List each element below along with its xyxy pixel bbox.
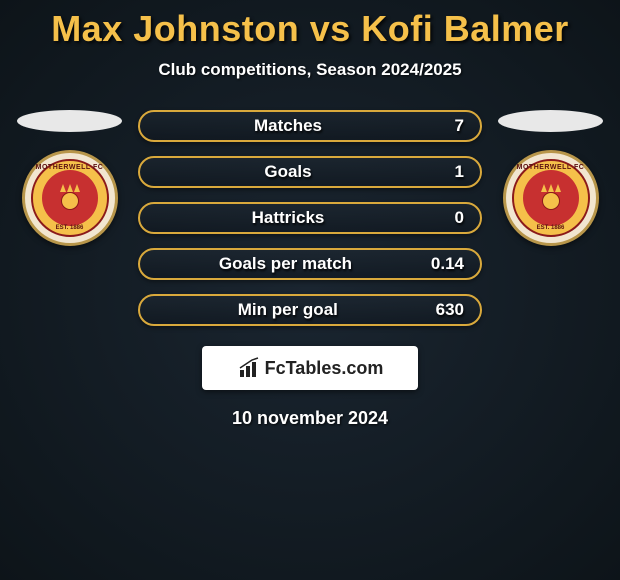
stat-value: 7: [436, 116, 480, 136]
stat-label: Hattricks: [140, 208, 436, 228]
left-club-badge: MOTHERWELL FC EST. 1886: [22, 150, 118, 246]
stats-column: Matches 7 Goals 1 Hattricks 0 Goals per …: [138, 110, 482, 326]
badge-trees-icon: [541, 184, 561, 192]
left-column: MOTHERWELL FC EST. 1886: [17, 110, 122, 246]
stat-value: 630: [436, 300, 480, 320]
badge-center: [42, 170, 98, 226]
badge-club-name: MOTHERWELL FC: [33, 164, 107, 171]
source-logo-text: FcTables.com: [265, 358, 384, 379]
badge-ring: MOTHERWELL FC EST. 1886: [512, 159, 590, 237]
page-title: Max Johnston vs Kofi Balmer: [0, 8, 620, 50]
badge-ball-icon: [61, 192, 79, 210]
stat-bar-goals: Goals 1: [138, 156, 482, 188]
content-row: MOTHERWELL FC EST. 1886 Matches 7 Goals: [0, 110, 620, 326]
badge-ball-icon: [542, 192, 560, 210]
stat-value: 1: [436, 162, 480, 182]
stat-value: 0: [436, 208, 480, 228]
stat-bar-hattricks: Hattricks 0: [138, 202, 482, 234]
date-text: 10 november 2024: [0, 408, 620, 429]
badge-trees-icon: [60, 184, 80, 192]
stat-bar-min-per-goal: Min per goal 630: [138, 294, 482, 326]
right-column: MOTHERWELL FC EST. 1886: [498, 110, 603, 246]
right-ellipse-placeholder: [498, 110, 603, 132]
stat-label: Goals per match: [140, 254, 431, 274]
badge-ring: MOTHERWELL FC EST. 1886: [31, 159, 109, 237]
badge-est-text: EST. 1886: [514, 225, 588, 231]
source-logo-box: FcTables.com: [202, 346, 418, 390]
stat-bar-matches: Matches 7: [138, 110, 482, 142]
stat-bar-goals-per-match: Goals per match 0.14: [138, 248, 482, 280]
badge-center: [523, 170, 579, 226]
infographic-container: Max Johnston vs Kofi Balmer Club competi…: [0, 0, 620, 429]
chart-icon: [237, 356, 261, 380]
left-ellipse-placeholder: [17, 110, 122, 132]
badge-club-name: MOTHERWELL FC: [514, 164, 588, 171]
stat-label: Min per goal: [140, 300, 436, 320]
stat-value: 0.14: [431, 254, 480, 274]
right-club-badge: MOTHERWELL FC EST. 1886: [503, 150, 599, 246]
subtitle: Club competitions, Season 2024/2025: [0, 60, 620, 80]
badge-est-text: EST. 1886: [33, 225, 107, 231]
stat-label: Matches: [140, 116, 436, 136]
stat-label: Goals: [140, 162, 436, 182]
